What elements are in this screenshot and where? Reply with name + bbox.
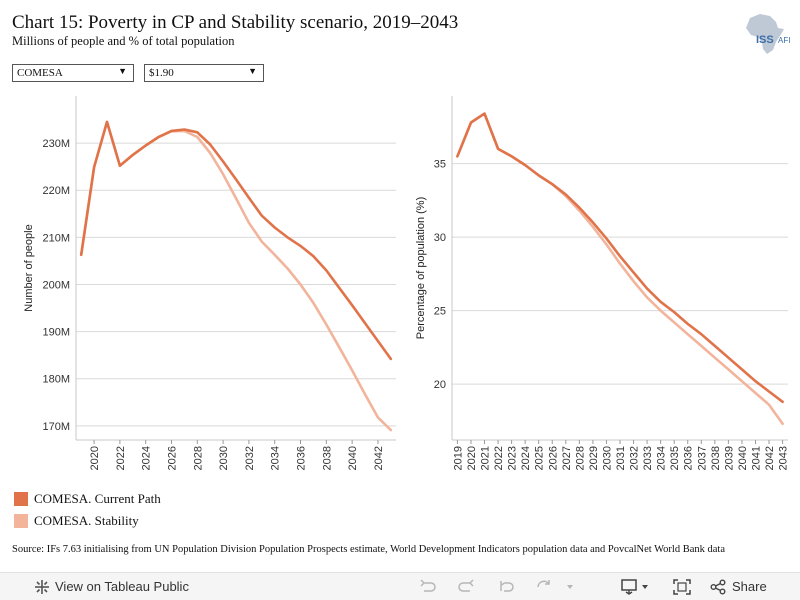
x-tick-label: 2021 [480,446,492,470]
x-tick-label: 2042 [764,446,776,470]
x-tick-label: 2020 [466,446,478,470]
revert-icon [500,581,514,592]
revert-button[interactable] [496,578,516,596]
y-axis-title: Percentage of population (%) [415,197,427,339]
y-tick-label: 180M [42,374,70,386]
x-tick-label: 2022 [115,446,127,470]
x-tick-label: 2028 [574,446,586,470]
y-tick-label: 200M [42,279,70,291]
x-tick-label: 2039 [723,446,735,470]
x-tick-label: 2033 [642,446,654,470]
x-tick-label: 2042 [373,446,385,470]
chevron-down-icon: ▼ [248,66,257,76]
x-tick-label: 2030 [601,446,613,470]
x-tick-label: 2032 [244,446,256,470]
africa-map-logo-icon [746,14,784,54]
x-tick-label: 2030 [218,446,230,470]
charts-area: 170M 180M 190M 200M 210M 220M 230M 2020 2022 2024… [23,96,790,470]
share-label: Share [732,579,767,594]
chart-panel-1: 170M 180M 190M 200M 210M 220M 230M 2020 2022 2024… [23,96,396,470]
x-tick-label: 2022 [493,446,505,470]
x-tick-label: 2020 [89,446,101,470]
fullscreen-icon [673,579,691,595]
fullscreen-button[interactable] [672,578,692,596]
region-dropdown-value: COMESA [17,67,63,79]
tableau-logo-icon [35,580,49,594]
x-tick-label: 2024 [520,446,532,470]
x-tick-label: 2041 [750,446,762,470]
legend-label-current-path: COMESA. Current Path [34,491,161,506]
series-line-current-path[interactable] [79,120,393,361]
legend-swatch-stability [14,514,28,528]
legend-label-stability: COMESA. Stability [34,513,139,528]
poverty-line-dropdown-value: $1.90 [149,67,174,79]
y-tick-label: 35 [434,159,446,171]
undo-button[interactable] [418,578,438,596]
logo-text: ISS [756,34,774,46]
chevron-down-icon: ▼ [118,66,127,76]
x-tick-label: 2032 [629,446,641,470]
y-tick-label: 190M [42,327,70,339]
refresh-button[interactable] [534,578,576,596]
chevron-down-icon [567,585,573,589]
x-tick-label: 2038 [321,446,333,470]
y-tick-label: 170M [42,421,70,433]
redo-icon [458,579,474,592]
x-tick-label: 2035 [669,446,681,470]
x-tick-label: 2040 [737,446,749,470]
x-tick-label: 2037 [696,446,708,470]
x-tick-label: 2025 [534,446,546,470]
y-tick-label: 230M [42,138,70,150]
x-tick-label: 2043 [778,446,790,470]
x-tick-label: 2028 [192,446,204,470]
source-note: Source: IFs 7.63 initialising from UN Po… [12,544,725,555]
x-tick-label: 2036 [296,446,308,470]
view-on-tableau-public-label: View on Tableau Public [55,579,189,594]
refresh-icon [537,580,550,588]
y-tick-label: 25 [434,306,446,318]
x-tick-label: 2040 [347,446,359,470]
download-icon [621,579,637,595]
x-tick-label: 2019 [452,446,464,470]
x-tick-label: 2029 [588,446,600,470]
y-tick-label: 210M [42,232,70,244]
legend-swatch-current-path [14,492,28,506]
tableau-toolbar: View on Tableau Public Share [0,572,800,600]
undo-icon [420,579,436,592]
x-tick-label: 2024 [141,446,153,470]
x-tick-label: 2034 [270,446,282,470]
x-tick-label: 2038 [710,446,722,470]
iss-logo: ISS AFI [746,14,790,54]
series-line-stability[interactable] [79,120,393,432]
region-dropdown[interactable]: COMESA ▼ [12,64,134,82]
y-tick-label: 30 [434,232,446,244]
x-tick-label: 2027 [561,446,573,470]
download-button[interactable] [620,578,652,596]
chart-subtitle: Millions of people and % of total popula… [12,34,235,48]
x-tick-label: 2034 [656,446,668,470]
y-tick-label: 20 [434,379,446,391]
logo-suffix: AFI [778,36,790,45]
x-tick-label: 2026 [166,446,178,470]
chart-title: Chart 15: Poverty in CP and Stability sc… [12,12,459,33]
x-tick-label: 2036 [683,446,695,470]
x-tick-label: 2031 [615,446,627,470]
x-tick-label: 2023 [507,446,519,470]
x-tick-label: 2026 [547,446,559,470]
series-line-current-path[interactable] [456,112,784,404]
chevron-down-icon [642,585,648,589]
y-axis-title: Number of people [23,224,35,311]
y-tick-label: 220M [42,185,70,197]
redo-button[interactable] [456,578,476,596]
share-icon [710,579,726,595]
poverty-line-dropdown[interactable]: $1.90 ▼ [144,64,264,82]
series-line-stability[interactable] [456,112,784,426]
